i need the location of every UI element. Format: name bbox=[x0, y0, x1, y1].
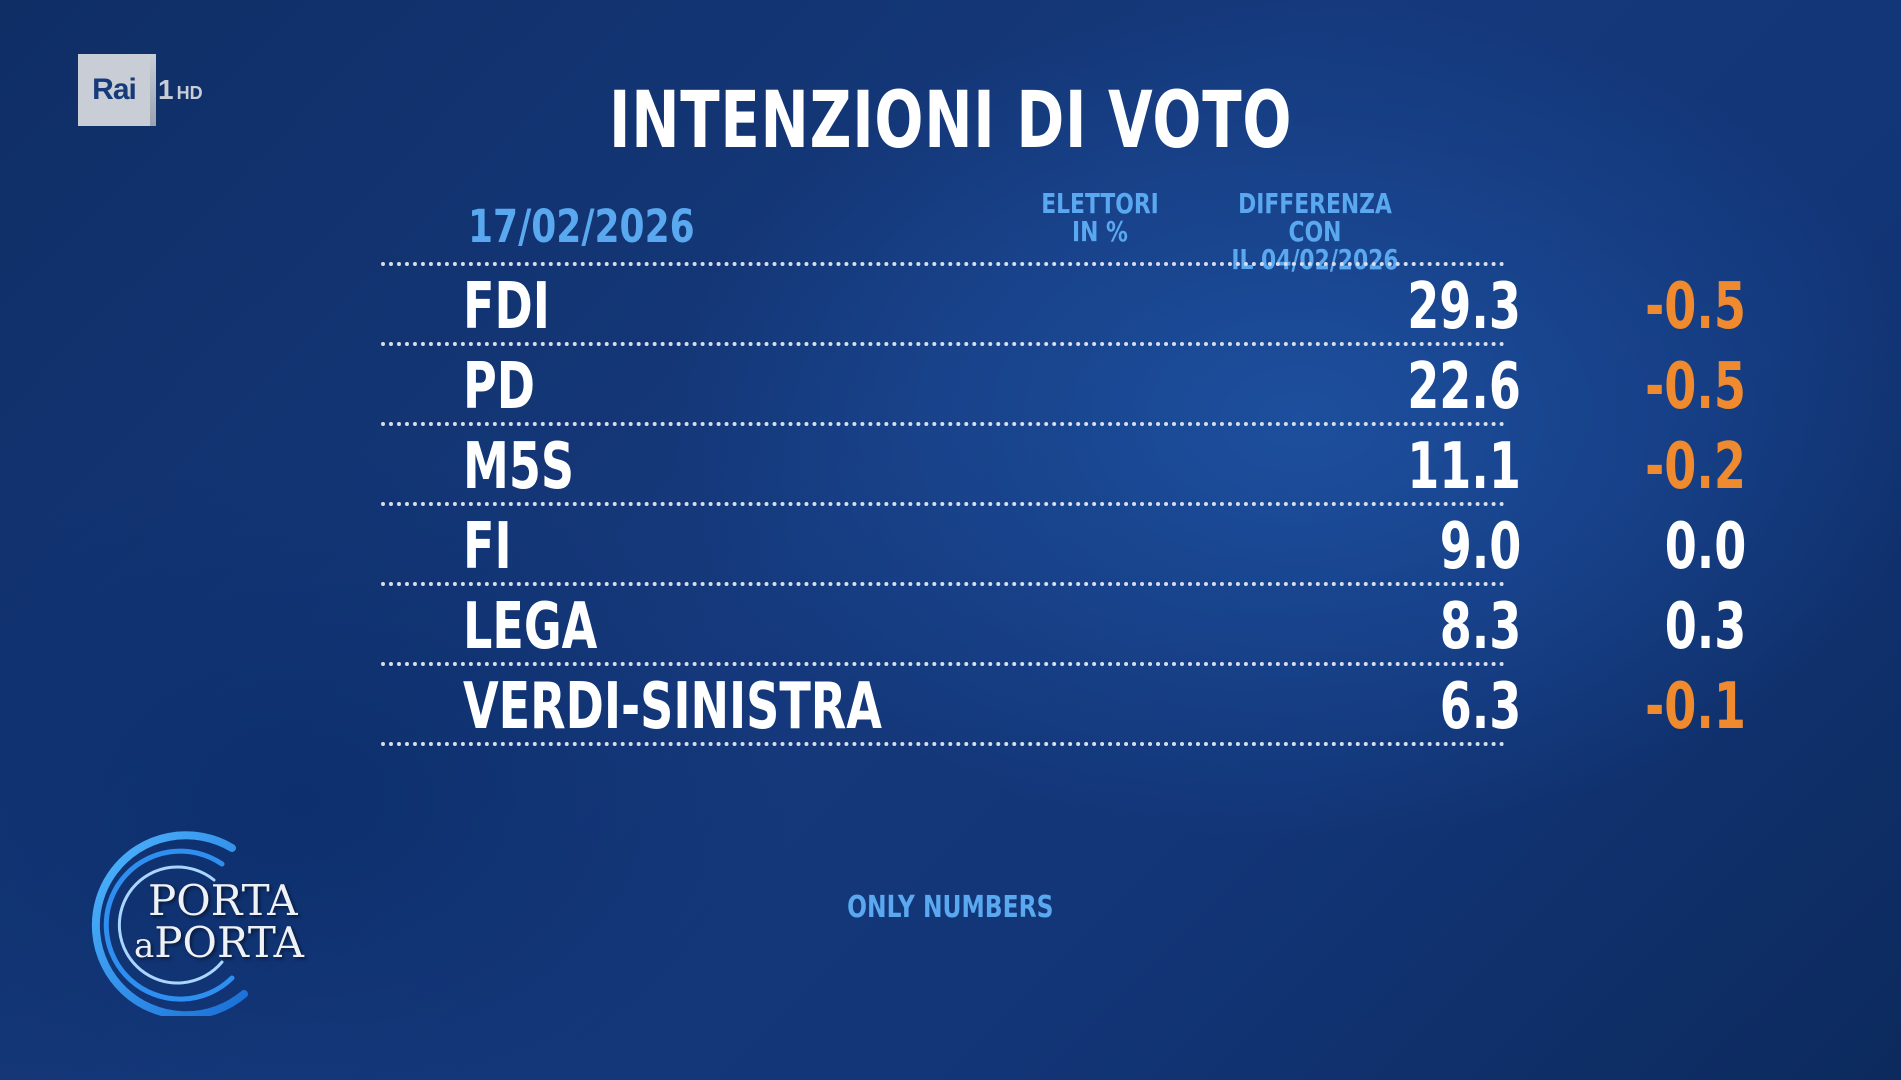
row-divider bbox=[381, 422, 1505, 426]
row-divider bbox=[381, 262, 1505, 266]
table-row: VERDI-SINISTRA 6.3 -0.1 bbox=[381, 666, 1746, 744]
party-name: FI bbox=[463, 510, 512, 584]
rai-logo-box: Rai bbox=[78, 54, 156, 126]
table-row: M5S 11.1 -0.2 bbox=[381, 426, 1746, 504]
column-header-voters: ELETTORI IN % bbox=[1038, 190, 1163, 246]
vote-difference: -0.1 bbox=[1645, 670, 1746, 744]
table-row: FDI 29.3 -0.5 bbox=[381, 266, 1746, 344]
title-container: INTENZIONI DI VOTO bbox=[0, 76, 1901, 166]
vote-percent: 22.6 bbox=[1407, 350, 1521, 424]
channel-digit: 1 bbox=[158, 74, 174, 105]
footer-note: ONLY NUMBERS bbox=[847, 890, 1054, 925]
page-title: INTENZIONI DI VOTO bbox=[608, 76, 1293, 166]
voters-line-1: ELETTORI bbox=[1041, 187, 1159, 220]
row-divider bbox=[381, 662, 1505, 666]
poll-date: 17/02/2026 bbox=[468, 200, 695, 253]
voters-line-2: IN % bbox=[1072, 215, 1128, 248]
channel-number: 1 HD bbox=[158, 74, 203, 106]
vote-difference: 0.0 bbox=[1664, 510, 1746, 584]
party-name: LEGA bbox=[463, 590, 598, 664]
row-divider bbox=[381, 742, 1505, 746]
channel-logo: Rai 1 HD bbox=[78, 54, 203, 126]
table-row: FI 9.0 0.0 bbox=[381, 506, 1746, 584]
party-name: VERDI-SINISTRA bbox=[463, 670, 882, 744]
vote-difference: -0.5 bbox=[1645, 350, 1746, 424]
show-logo: PORTA aPORTA bbox=[72, 826, 332, 1020]
channel-quality: HD bbox=[176, 83, 203, 103]
vote-difference: 0.3 bbox=[1664, 590, 1746, 664]
vote-difference: -0.2 bbox=[1645, 430, 1746, 504]
vote-percent: 9.0 bbox=[1439, 510, 1521, 584]
vote-percent: 11.1 bbox=[1407, 430, 1521, 504]
column-header-difference: DIFFERENZA CON IL 04/02/2026 bbox=[1210, 190, 1421, 274]
show-logo-a: a bbox=[134, 926, 155, 966]
show-logo-porta: PORTA bbox=[154, 918, 304, 967]
difference-line-2: IL 04/02/2026 bbox=[1231, 243, 1399, 276]
party-name: FDI bbox=[463, 270, 550, 344]
row-divider bbox=[381, 502, 1505, 506]
party-name: M5S bbox=[463, 430, 575, 504]
poll-table: FDI 29.3 -0.5 PD 22.6 -0.5 M5S 11.1 -0.2… bbox=[381, 262, 1746, 746]
table-row: PD 22.6 -0.5 bbox=[381, 346, 1746, 424]
rai-brand: Rai bbox=[92, 73, 137, 106]
vote-difference: -0.5 bbox=[1645, 270, 1746, 344]
row-divider bbox=[381, 582, 1505, 586]
show-logo-line-2: aPORTA bbox=[134, 918, 304, 967]
show-logo-line-1: PORTA bbox=[148, 876, 298, 925]
footer-note-container: ONLY NUMBERS bbox=[0, 890, 1901, 925]
vote-percent: 6.3 bbox=[1439, 670, 1521, 744]
vote-percent: 29.3 bbox=[1407, 270, 1521, 344]
table-row: LEGA 8.3 0.3 bbox=[381, 586, 1746, 664]
party-name: PD bbox=[463, 350, 536, 424]
difference-line-1: DIFFERENZA CON bbox=[1238, 187, 1392, 248]
show-logo-arcs-icon bbox=[91, 831, 248, 1020]
vote-percent: 8.3 bbox=[1439, 590, 1521, 664]
row-divider bbox=[381, 342, 1505, 346]
